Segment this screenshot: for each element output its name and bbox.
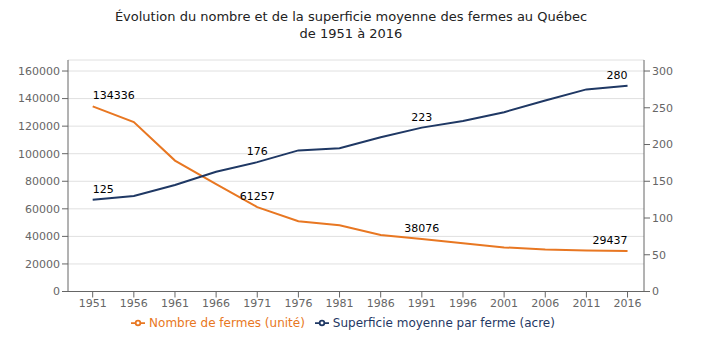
svg-text:176: 176: [247, 145, 268, 158]
svg-text:50: 50: [652, 249, 666, 262]
svg-text:0: 0: [53, 285, 60, 298]
svg-text:120000: 120000: [18, 120, 60, 133]
svg-text:1961: 1961: [161, 297, 189, 310]
svg-text:1976: 1976: [284, 297, 312, 310]
svg-text:1951: 1951: [79, 297, 107, 310]
svg-text:140000: 140000: [18, 92, 60, 105]
svg-text:2016: 2016: [614, 297, 642, 310]
svg-text:250: 250: [652, 102, 673, 115]
svg-text:20000: 20000: [25, 258, 60, 271]
svg-text:2001: 2001: [490, 297, 518, 310]
svg-text:29437: 29437: [593, 234, 628, 247]
svg-text:300: 300: [652, 65, 673, 78]
svg-text:2011: 2011: [572, 297, 600, 310]
svg-text:223: 223: [411, 111, 432, 124]
svg-text:134336: 134336: [93, 89, 135, 102]
svg-text:200: 200: [652, 138, 673, 151]
svg-text:40000: 40000: [25, 230, 60, 243]
svg-text:1971: 1971: [243, 297, 271, 310]
svg-text:150: 150: [652, 175, 673, 188]
html-text:de 1951 à 2016: de 1951 à 2016: [299, 26, 403, 41]
svg-text:38076: 38076: [404, 222, 439, 235]
svg-text:1966: 1966: [202, 297, 230, 310]
html-text:Évolution du nombre et de la s: Évolution du nombre et de la superficie …: [114, 9, 588, 24]
svg-text:100000: 100000: [18, 148, 60, 161]
svg-text:1956: 1956: [120, 297, 148, 310]
svg-text:60000: 60000: [25, 203, 60, 216]
html-text:Superficie moyenne par ferme (: Superficie moyenne par ferme (acre): [332, 315, 555, 330]
svg-text:160000: 160000: [18, 65, 60, 78]
svg-text:80000: 80000: [25, 175, 60, 188]
svg-text:2006: 2006: [531, 297, 559, 310]
svg-text:280: 280: [607, 69, 628, 82]
svg-text:1996: 1996: [449, 297, 477, 310]
svg-text:1981: 1981: [326, 297, 354, 310]
html-text:Nombre de fermes (unité): Nombre de fermes (unité): [149, 315, 305, 330]
svg-text:1986: 1986: [367, 297, 395, 310]
svg-text:1991: 1991: [408, 297, 436, 310]
svg-text:125: 125: [93, 183, 114, 196]
svg-text:100: 100: [652, 212, 673, 225]
svg-text:0: 0: [652, 285, 659, 298]
svg-text:61257: 61257: [240, 190, 275, 203]
